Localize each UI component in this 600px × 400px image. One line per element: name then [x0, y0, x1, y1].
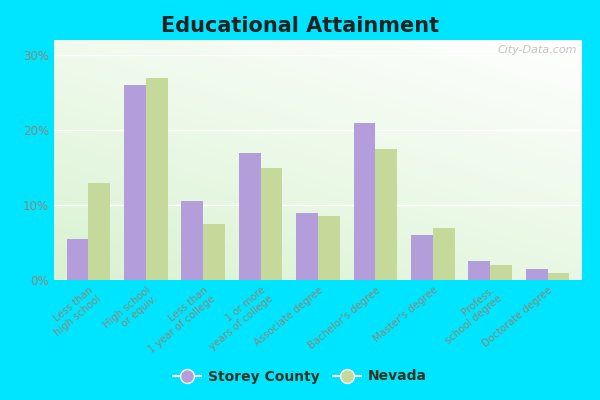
Bar	[376, 149, 397, 280]
Bar	[88, 182, 110, 280]
Text: City-Data.com: City-Data.com	[497, 45, 577, 55]
Bar	[146, 78, 167, 280]
Bar	[181, 201, 203, 280]
Bar	[124, 85, 146, 280]
Bar	[260, 168, 283, 280]
Bar	[203, 224, 225, 280]
Legend: Storey County, Nevada: Storey County, Nevada	[167, 364, 433, 389]
Bar	[318, 216, 340, 280]
Bar	[67, 239, 88, 280]
Bar	[296, 212, 318, 280]
Bar	[490, 265, 512, 280]
Text: Educational Attainment: Educational Attainment	[161, 16, 439, 36]
Bar	[353, 122, 376, 280]
Bar	[411, 235, 433, 280]
Bar	[433, 228, 455, 280]
Bar	[469, 261, 490, 280]
Bar	[239, 152, 260, 280]
Bar	[526, 269, 548, 280]
Bar	[548, 272, 569, 280]
